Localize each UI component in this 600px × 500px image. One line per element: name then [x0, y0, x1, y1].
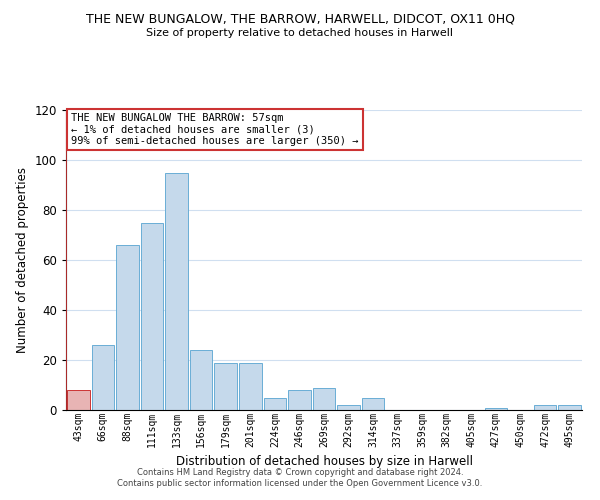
Text: THE NEW BUNGALOW THE BARROW: 57sqm
← 1% of detached houses are smaller (3)
99% o: THE NEW BUNGALOW THE BARROW: 57sqm ← 1% … — [71, 113, 359, 146]
Bar — [263, 398, 286, 410]
X-axis label: Distribution of detached houses by size in Harwell: Distribution of detached houses by size … — [176, 455, 473, 468]
Bar — [534, 405, 556, 410]
Text: THE NEW BUNGALOW, THE BARROW, HARWELL, DIDCOT, OX11 0HQ: THE NEW BUNGALOW, THE BARROW, HARWELL, D… — [86, 12, 515, 26]
Bar — [288, 390, 311, 410]
Bar — [337, 405, 360, 410]
Bar — [165, 172, 188, 410]
Bar — [92, 345, 114, 410]
Bar — [239, 362, 262, 410]
Y-axis label: Number of detached properties: Number of detached properties — [16, 167, 29, 353]
Bar — [67, 390, 89, 410]
Text: Contains HM Land Registry data © Crown copyright and database right 2024.
Contai: Contains HM Land Registry data © Crown c… — [118, 468, 482, 487]
Bar — [362, 398, 385, 410]
Bar — [116, 245, 139, 410]
Bar — [559, 405, 581, 410]
Text: Size of property relative to detached houses in Harwell: Size of property relative to detached ho… — [146, 28, 454, 38]
Bar — [214, 362, 237, 410]
Bar — [140, 222, 163, 410]
Bar — [190, 350, 212, 410]
Bar — [313, 388, 335, 410]
Bar — [485, 408, 508, 410]
